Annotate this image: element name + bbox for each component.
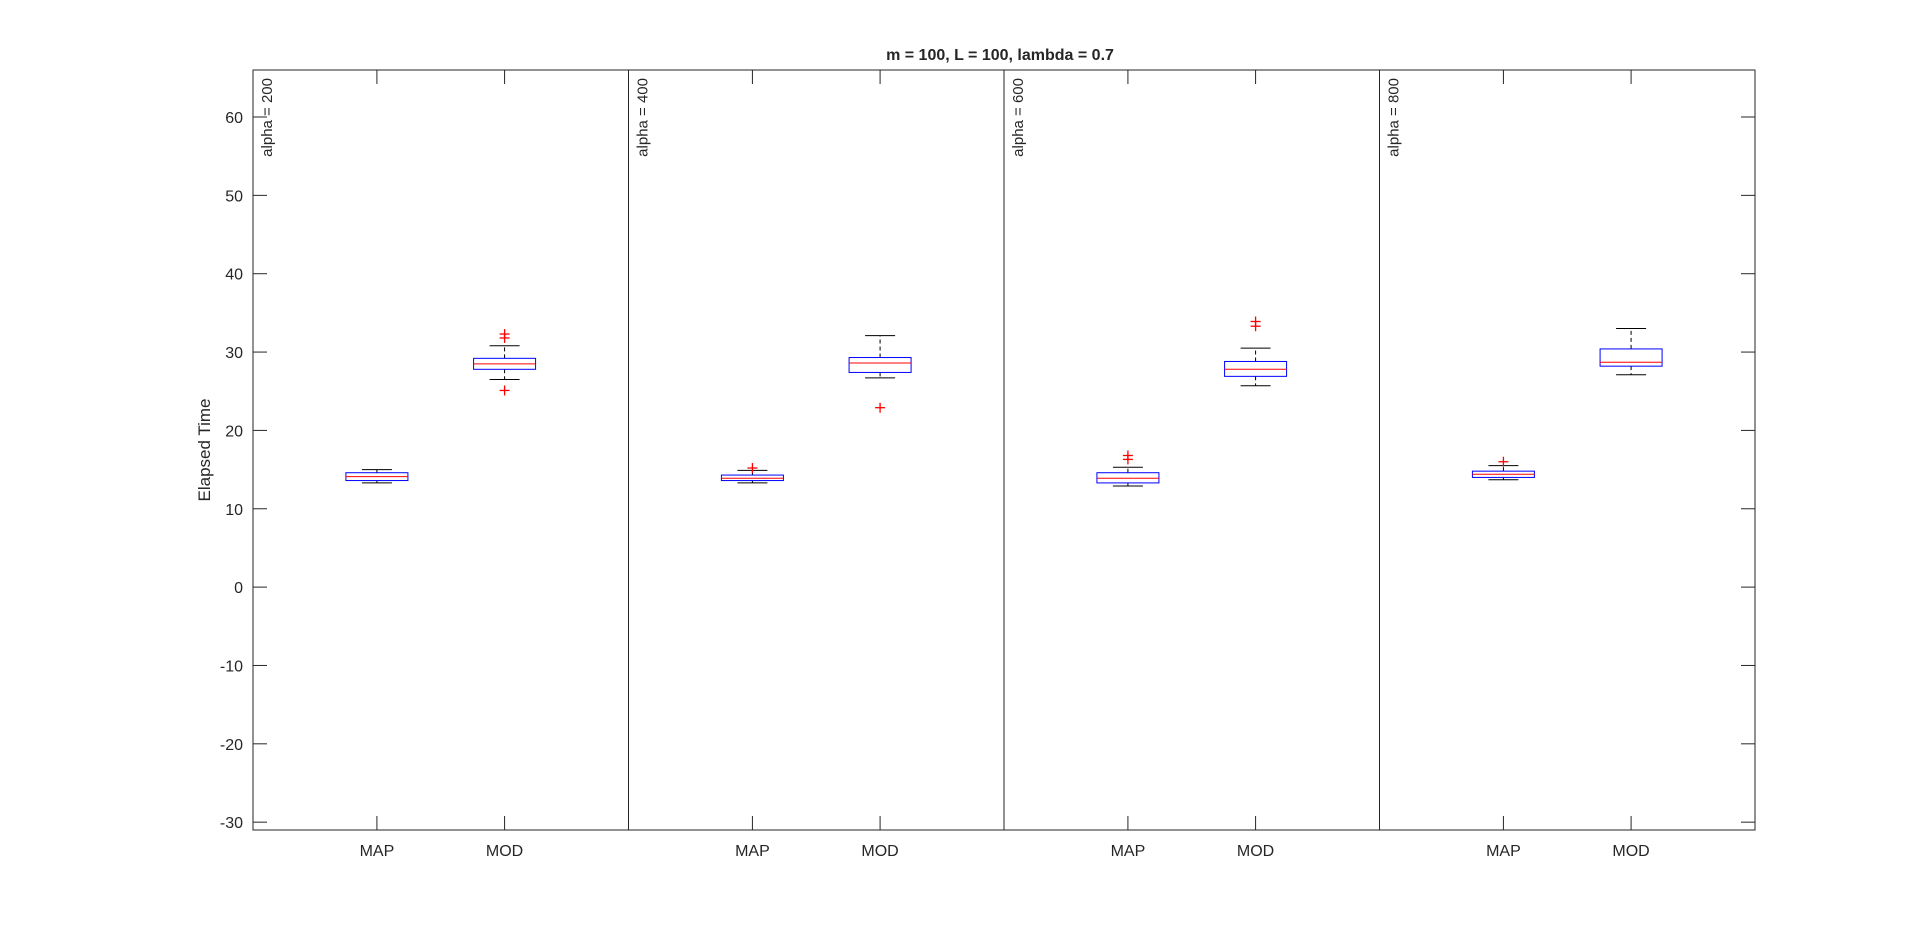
iqr-box <box>848 357 912 373</box>
y-tick-label: -30 <box>220 815 243 832</box>
y-tick-label: 40 <box>225 267 243 284</box>
x-tick-label: MOD <box>1612 843 1649 860</box>
group-label: alpha = 600 <box>1010 78 1027 157</box>
y-tick-label: 10 <box>225 502 243 519</box>
x-tick-label: MAP <box>360 843 395 860</box>
x-tick-label: MAP <box>1111 843 1146 860</box>
chart-title: m = 100, L = 100, lambda = 0.7 <box>886 47 1114 64</box>
outlier-marker <box>499 332 510 343</box>
outlier-marker <box>1498 456 1509 467</box>
group-label: alpha = 200 <box>259 78 276 157</box>
y-tick-label: 20 <box>225 423 243 440</box>
outlier-marker <box>875 402 886 413</box>
outlier-marker <box>1122 454 1133 465</box>
axes-frame <box>252 69 1756 831</box>
y-tick-label: -10 <box>220 658 243 675</box>
y-tick-label: 60 <box>225 110 243 127</box>
x-tick-label: MOD <box>1237 843 1274 860</box>
group-label: alpha = 800 <box>1386 78 1403 157</box>
y-tick-label: 0 <box>234 580 243 597</box>
group-label: alpha = 400 <box>635 78 652 157</box>
outlier-marker <box>1250 321 1261 332</box>
y-axis-label: Elapsed Time <box>195 399 214 502</box>
outlier-marker <box>747 463 758 474</box>
x-tick-label: MOD <box>486 843 523 860</box>
x-tick-label: MAP <box>1486 843 1521 860</box>
y-tick-label: 50 <box>225 188 243 205</box>
x-tick-label: MOD <box>861 843 898 860</box>
y-tick-label: -20 <box>220 737 243 754</box>
plot-area: -30 -20 -10 0 10 20 30 40 50 60 alpha = 200 MAP MOD a… <box>220 69 1756 860</box>
y-tick-label: 30 <box>225 345 243 362</box>
x-tick-label: MAP <box>735 843 770 860</box>
iqr-box <box>1599 348 1663 367</box>
outlier-marker <box>499 385 510 396</box>
